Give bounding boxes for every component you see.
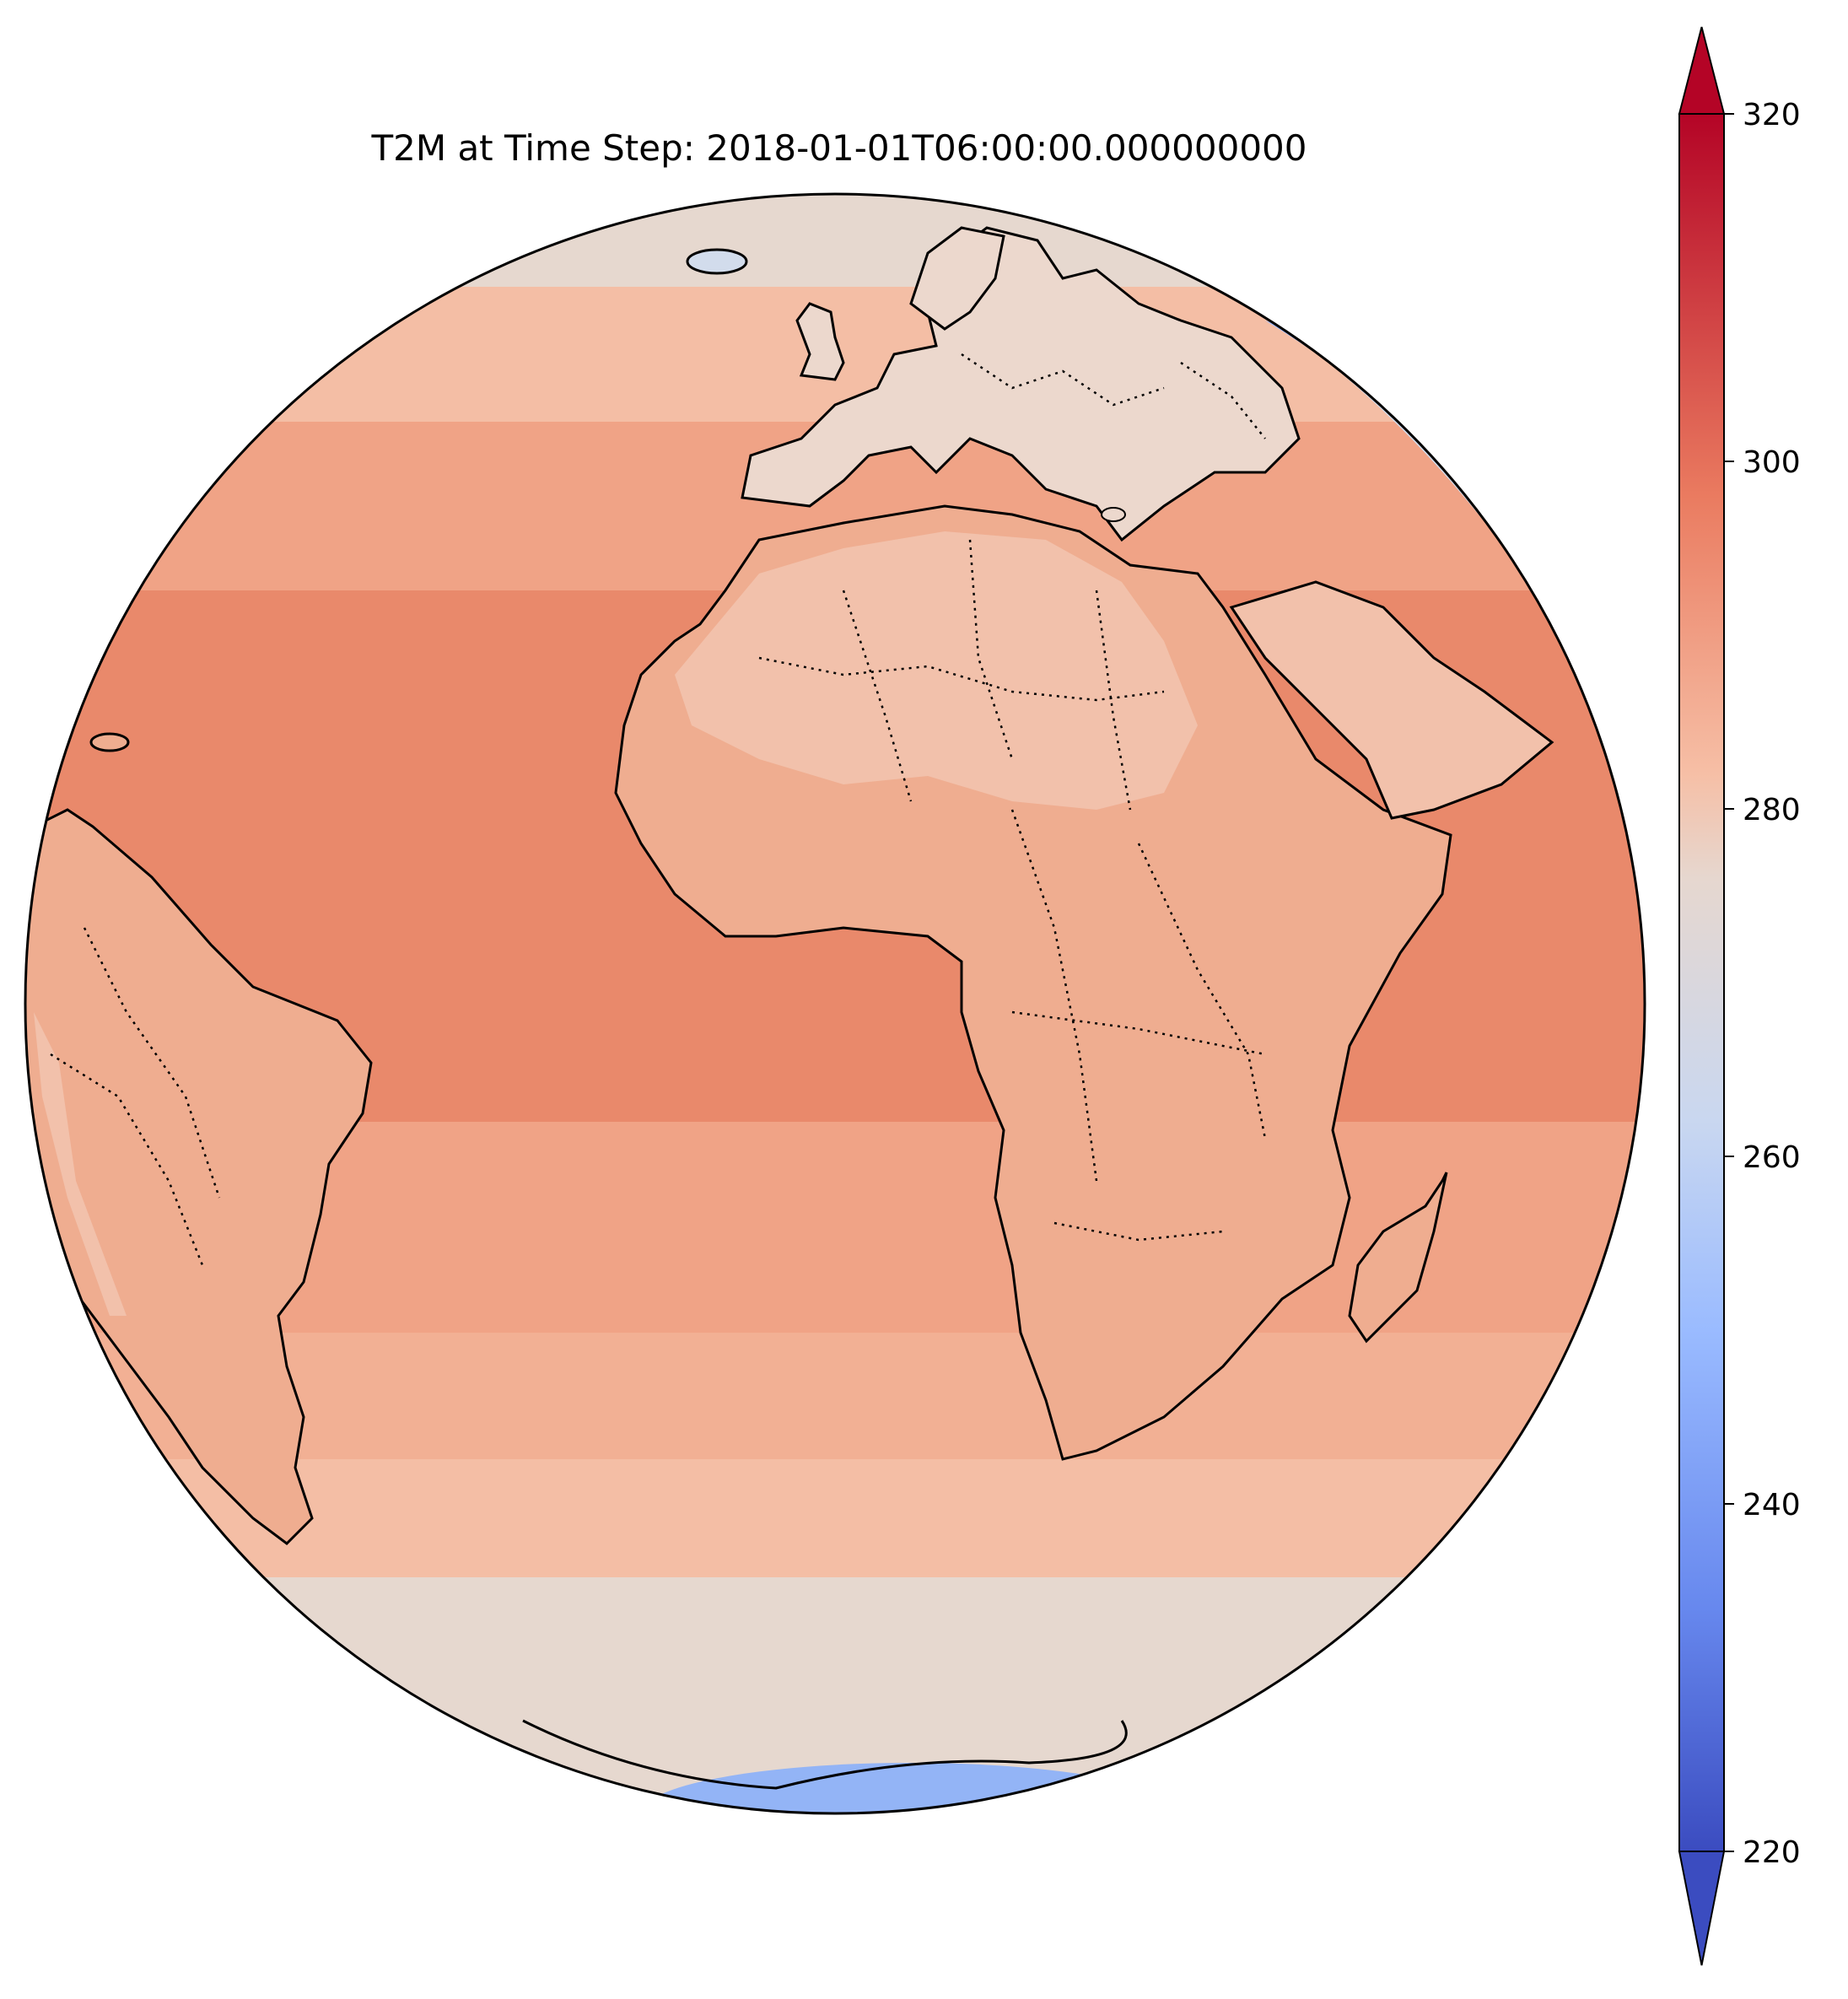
- colorbar: 220 240 260 280 300 320: [1678, 26, 1801, 1966]
- colorbar-min-extension: [1678, 1851, 1726, 1966]
- colorbar-tick-label: 280: [1743, 793, 1801, 827]
- arabia-land: [1229, 580, 1554, 820]
- colorbar-max-extension: [1678, 26, 1726, 115]
- band-north-cold: [25, 194, 1645, 287]
- colorbar-tick-label: 300: [1743, 445, 1801, 480]
- globe-outline: [24, 192, 1646, 1815]
- europe-land: [741, 226, 1301, 542]
- caribbean-islands: [89, 732, 130, 752]
- colorbar-tick-label: 260: [1743, 1140, 1801, 1175]
- antarctic-ice: [641, 1763, 1181, 1813]
- colorbar-frame: [1678, 113, 1725, 1852]
- colorbar-ticks: 220 240 260 280 300 320: [1724, 98, 1801, 1870]
- sahara-light: [675, 531, 1198, 810]
- country-borders: [50, 353, 1267, 1266]
- colorbar-tick-label: 220: [1743, 1835, 1801, 1870]
- madagascar: [1348, 1172, 1448, 1344]
- south-america-land: [25, 808, 373, 1545]
- colorbar-body: [1679, 114, 1724, 1851]
- chart-title: T2M at Time Step: 2018-01-01T06:00:00.00…: [370, 127, 1307, 169]
- scandinavia: [909, 226, 1005, 331]
- colorbar-tick-label: 320: [1743, 98, 1801, 132]
- andes-cold: [34, 1012, 127, 1316]
- globe: [25, 194, 1645, 1813]
- antarctica-coast: [522, 1719, 1128, 1790]
- great-britain: [795, 302, 845, 381]
- colorbar-tick-label: 240: [1743, 1488, 1801, 1522]
- sicily: [1101, 507, 1126, 522]
- iceland: [686, 248, 748, 275]
